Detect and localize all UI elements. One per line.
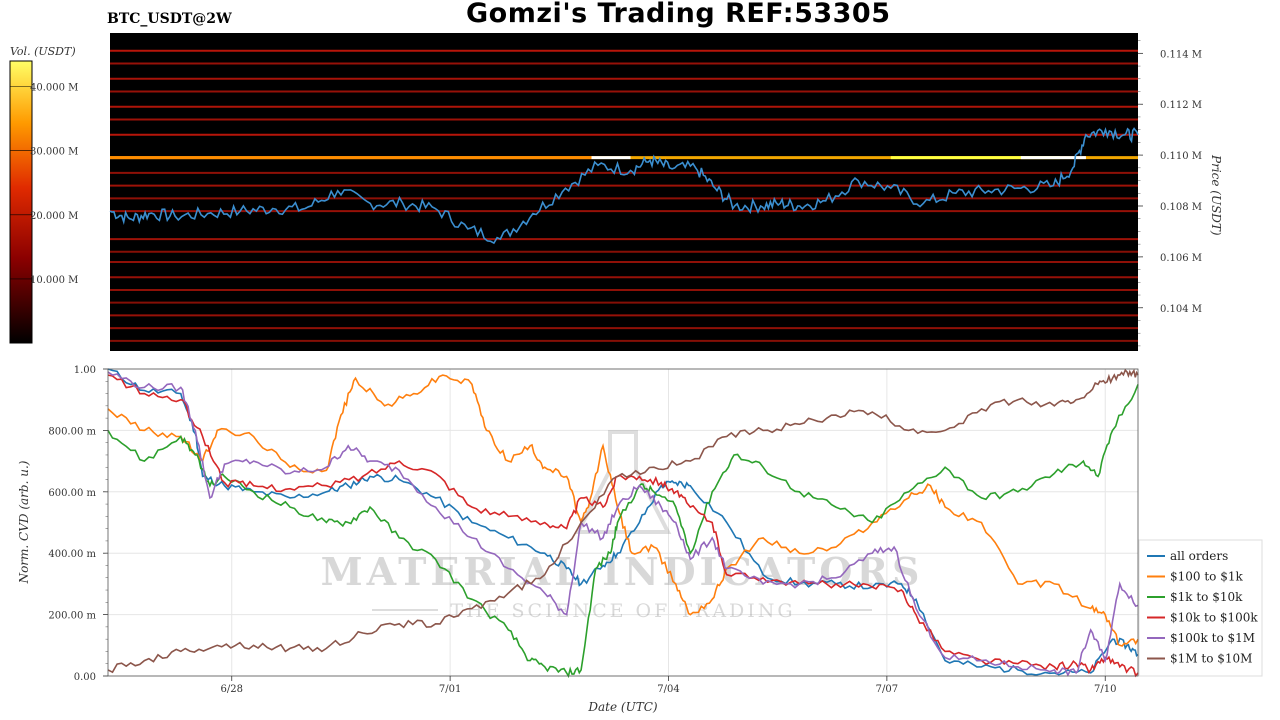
y-tick-label: 0.00: [74, 672, 96, 683]
price-tick-label: 0.106 M: [1160, 253, 1202, 264]
price-tick-label: 0.114 M: [1160, 49, 1202, 60]
x-tick-label: 7/01: [439, 684, 461, 695]
watermark-tagline: THE SCIENCE OF TRADING: [450, 600, 795, 622]
heatmap-background: [110, 33, 1138, 351]
cvd-series-lines: [107, 368, 1139, 679]
price-tick-label: 0.104 M: [1160, 304, 1202, 315]
price-tick-label: 0.108 M: [1160, 202, 1202, 213]
x-tick-label: 7/04: [657, 684, 679, 695]
y-tick-label: 1.00: [74, 365, 96, 376]
price-tick-label: 0.112 M: [1160, 100, 1202, 111]
y-tick-label: 800.00 m: [48, 426, 96, 437]
cvd-y-axis-label: Norm. CVD (arb. u.): [17, 460, 31, 584]
colorbar-tick-label: 30.000 M: [30, 147, 78, 158]
y-tick-label: 600.00 m: [48, 488, 96, 499]
colorbar-gradient: [9, 60, 33, 344]
colorbar-tick-label: 40.000 M: [30, 83, 78, 94]
price-axis: 0.104 M 0.106 M 0.108 M 0.110 M 0.112 M 0.114…: [1138, 40, 1202, 347]
cvd-x-axis-label: Date (UTC): [587, 700, 657, 714]
y-tick-label: 200.00 m: [48, 611, 96, 622]
colorbar-tick-label: 20.000 M: [30, 211, 78, 222]
cvd-y-axis: 0.00 200.00 m 400.00 m 600.00 m 800.00 m 1.00: [48, 365, 108, 683]
legend-label: $1k to $10k: [1170, 590, 1243, 604]
x-tick-label: 6/28: [221, 684, 243, 695]
y-tick-label: 400.00 m: [48, 549, 96, 560]
cvd-series-line: [107, 368, 1139, 674]
watermark-name: MATERIAL INDICATORS: [321, 549, 924, 594]
flask-icon: [574, 430, 672, 534]
heatmap-panel: 0.104 M 0.106 M 0.108 M 0.110 M 0.112 M 0.114…: [109, 33, 1223, 351]
cvd-series-line: [107, 371, 1139, 677]
liquidity-levels: [110, 49, 1138, 342]
colorbar-tick-label: 10.000 M: [30, 275, 78, 286]
legend: all orders $100 to $1k $1k to $10k $10k to …: [1138, 539, 1263, 677]
watermark: MATERIAL INDICATORS THE SCIENCE OF TRADI…: [321, 430, 924, 622]
legend-label: $1M to $10M: [1170, 652, 1252, 666]
symbol-label: BTC_USDT@2W: [107, 11, 232, 27]
price-tick-label: 0.110 M: [1160, 151, 1202, 162]
price-axis-label: Price (USDT): [1209, 154, 1223, 236]
legend-label: $100 to $1k: [1170, 570, 1243, 584]
cvd-plot-area: [108, 369, 1138, 676]
x-tick-label: 7/10: [1094, 684, 1116, 695]
x-tick-label: 7/07: [876, 684, 898, 695]
cvd-series-line: [107, 368, 1139, 676]
chart-title: Gomzi's Trading REF:53305: [466, 0, 891, 29]
legend-items: all orders $100 to $1k $1k to $10k $10k to …: [1147, 549, 1258, 666]
legend-label: all orders: [1170, 549, 1228, 563]
colorbar-label: Vol. (USDT): [10, 45, 76, 58]
legend-box: [1138, 539, 1263, 677]
cvd-series-line: [107, 384, 1139, 679]
cvd-panel: MATERIAL INDICATORS THE SCIENCE OF TRADI…: [17, 365, 1263, 714]
legend-label: $100k to $1M: [1170, 631, 1255, 645]
legend-label: $10k to $100k: [1170, 611, 1258, 625]
price-line: [109, 127, 1139, 245]
cvd-series-line: [107, 374, 1139, 647]
cvd-x-axis: 6/28 7/01 7/04 7/07 7/10: [221, 676, 1116, 695]
colorbar-ticks: 10.000 M 20.000 M 30.000 M 40.000 M: [10, 83, 78, 286]
colorbar: Vol. (USDT) 10.000 M 20.000 M 30.000 M 40.0…: [9, 45, 78, 344]
cvd-frame: [107, 368, 1139, 677]
